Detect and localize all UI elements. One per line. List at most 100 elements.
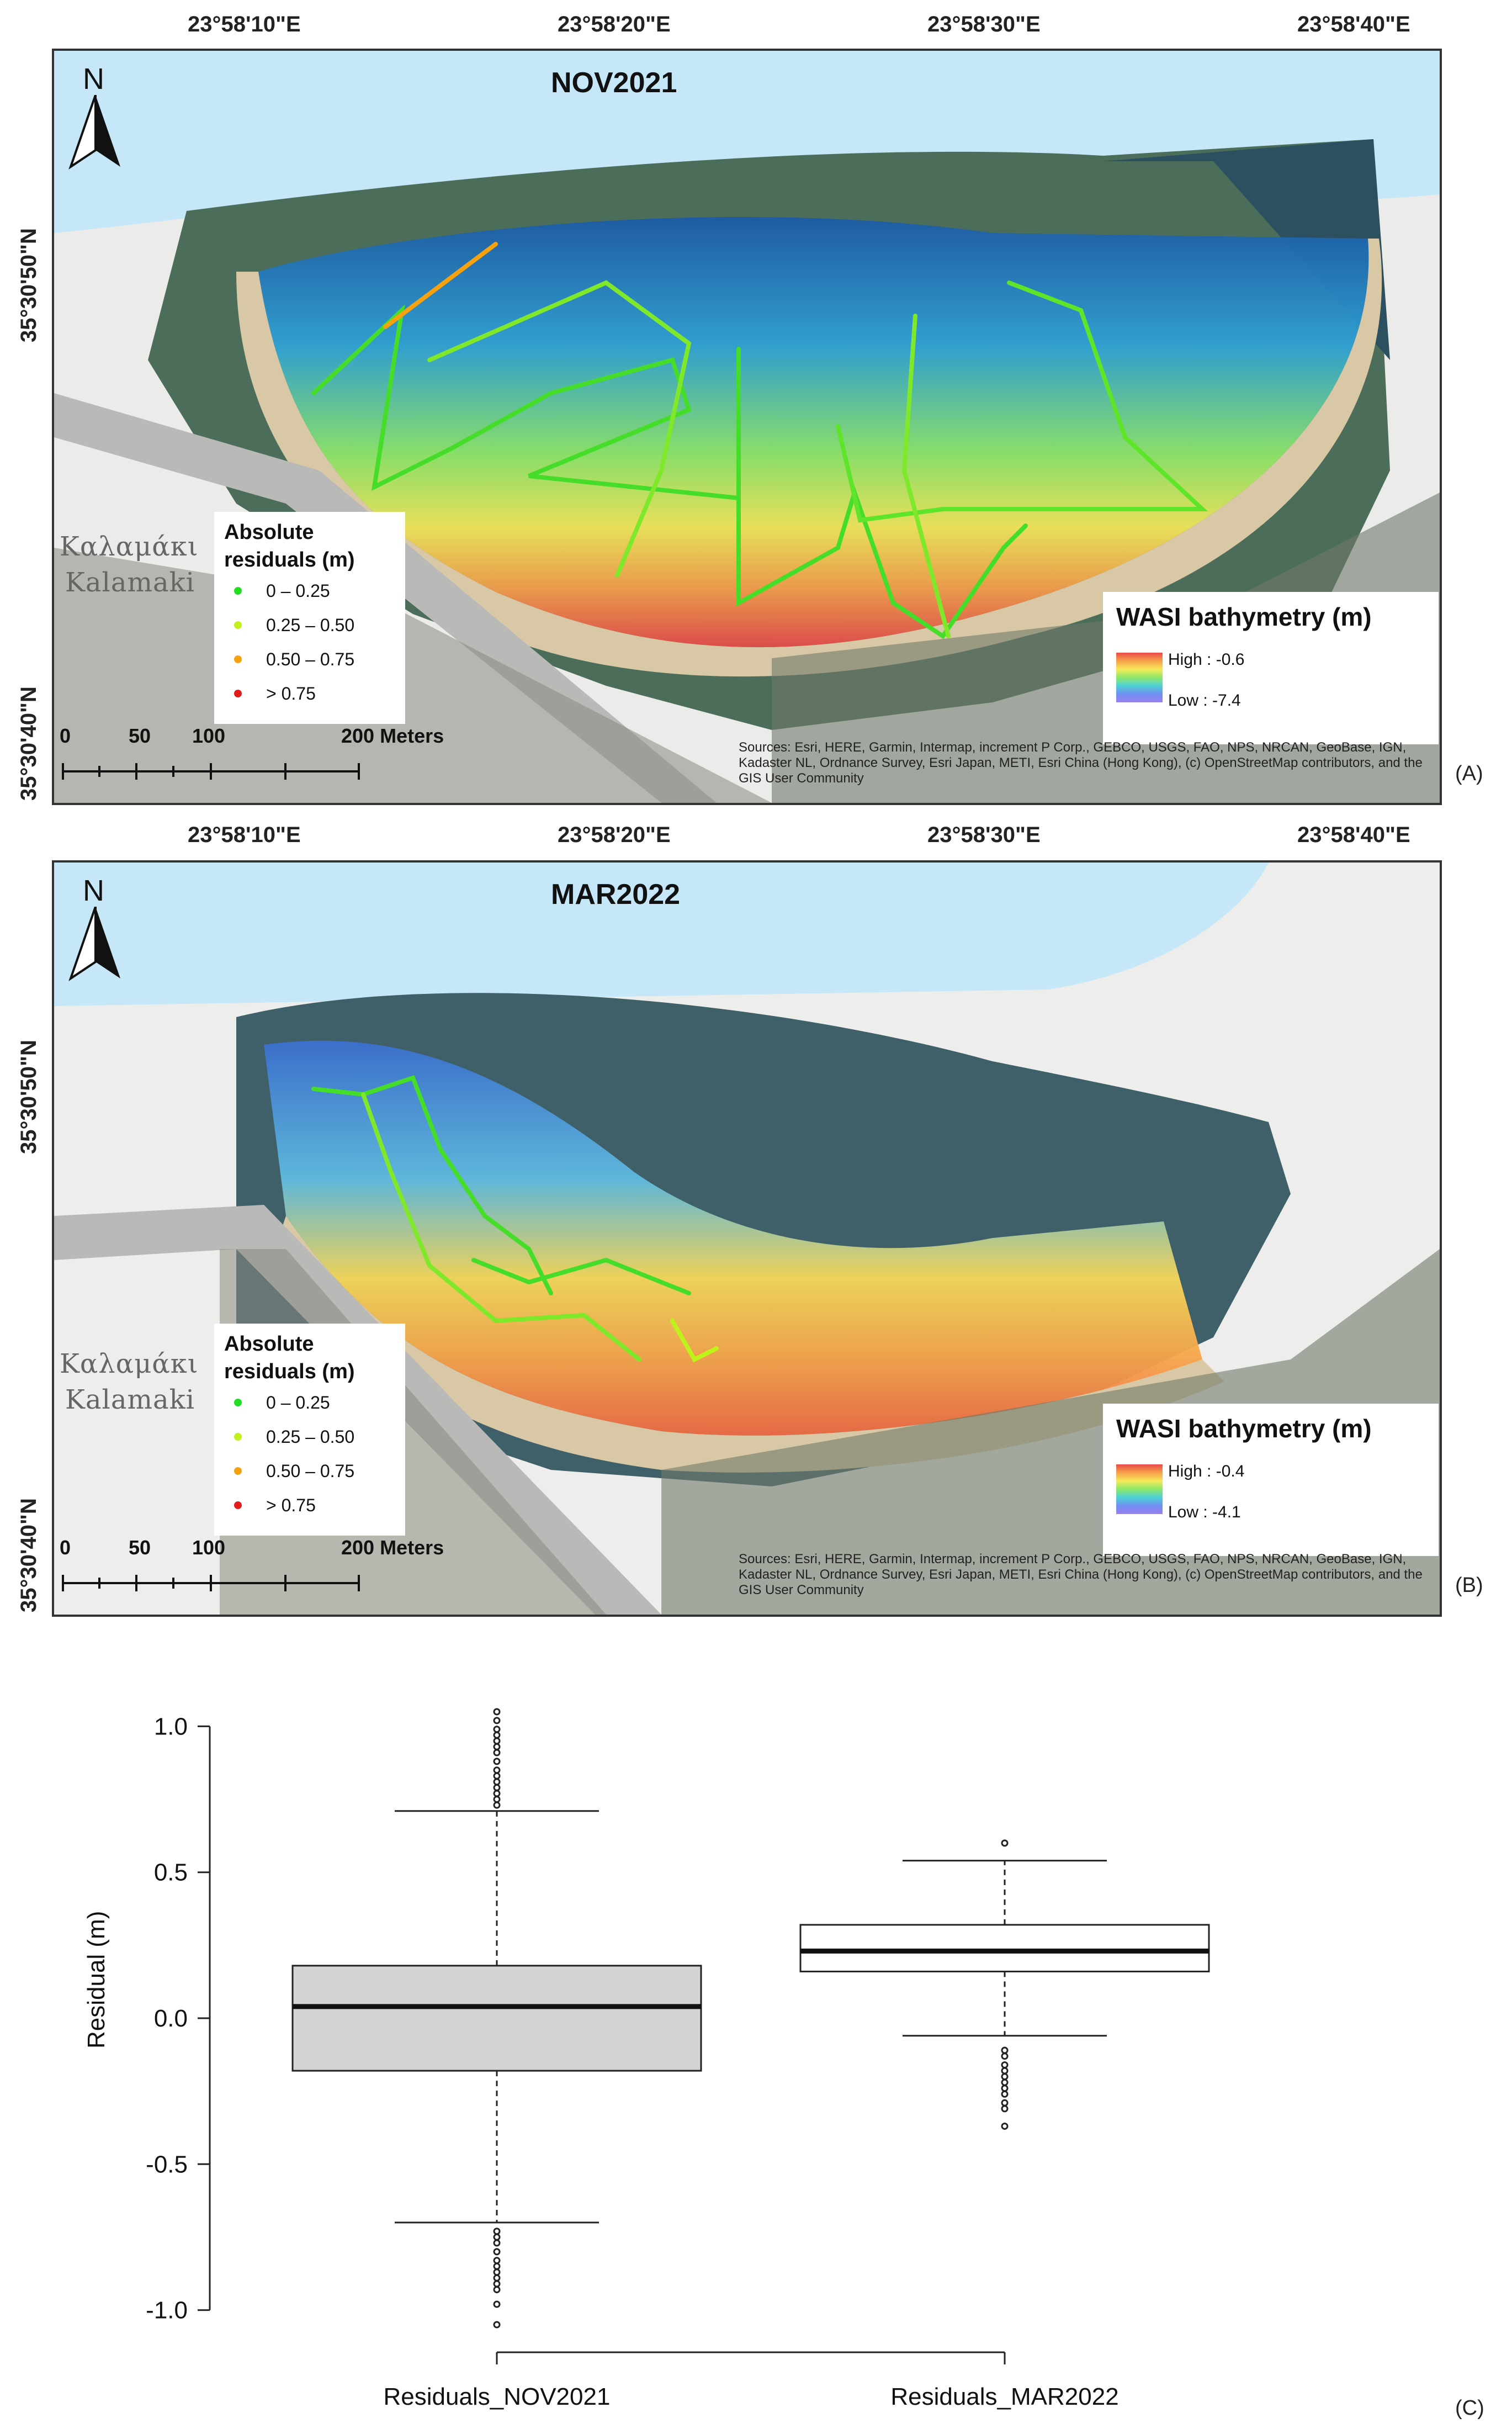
lat-label: 35°30'50"N — [17, 1040, 41, 1154]
legend-dot — [234, 690, 242, 697]
legend-item: 0.25 – 0.50 — [224, 1420, 395, 1454]
outlier-point — [493, 2321, 501, 2329]
y-tick-label: -1.0 — [146, 2297, 188, 2324]
y-tick-label: 0.5 — [154, 1859, 188, 1886]
place-name-greek: Καλαμάκι — [60, 531, 199, 562]
north-arrow-icon — [68, 95, 120, 170]
scale-bar-line — [62, 1575, 360, 1591]
outlier-point — [493, 1796, 501, 1803]
legend-item: 0.25 – 0.50 — [224, 608, 395, 642]
map-sources-attribution: Sources: Esri, HERE, Garmin, Intermap, i… — [739, 1552, 1423, 1597]
legend-item: 0.50 – 0.75 — [224, 642, 395, 676]
outlier-point — [493, 2227, 501, 2235]
north-arrow-label: N — [83, 62, 104, 96]
map-sources-attribution: Sources: Esri, HERE, Garmin, Intermap, i… — [739, 740, 1423, 786]
place-name-greek: Καλαμάκι — [60, 1348, 199, 1379]
bathymetry-legend-title: WASI bathymetry (m) — [1116, 1414, 1372, 1443]
outlier-point — [1001, 2105, 1009, 2113]
map-title: MAR2022 — [551, 879, 681, 911]
outlier-point — [1001, 2061, 1009, 2069]
lon-label: 23°58'10"E — [188, 12, 301, 36]
legend-dot — [234, 1399, 242, 1406]
legend-dot — [234, 655, 242, 663]
y-axis-label: Residual (m) — [83, 1911, 110, 2049]
scale-label: 50 — [129, 1536, 151, 1559]
outlier-point — [493, 2280, 501, 2288]
outlier-point — [1001, 2123, 1009, 2130]
outlier-point — [493, 2286, 501, 2294]
outlier-point — [493, 1772, 501, 1780]
scale-label: 100 — [192, 1536, 226, 1559]
iqr-box — [799, 1924, 1210, 1972]
outlier-point — [1001, 2046, 1009, 2054]
outlier-point — [493, 2248, 501, 2256]
legend-dot — [234, 1467, 242, 1475]
y-tick-label: 0.0 — [154, 2005, 188, 2032]
scale-label: 0 — [60, 724, 71, 747]
scale-bar: 0 50 100 200 Meters — [54, 724, 496, 791]
lat-label: 35°30'40"N — [17, 686, 41, 801]
outlier-point — [1001, 2084, 1009, 2092]
panel-letter-c: (C) — [1455, 2396, 1484, 2420]
residual-tracks-a — [311, 242, 1208, 639]
place-name-latin: Kalamaki — [65, 567, 195, 598]
legend-dot — [234, 587, 242, 595]
legend-item: > 0.75 — [224, 1488, 395, 1522]
scale-label: 0 — [60, 1536, 71, 1559]
legend-title-line1: Absolute — [224, 1332, 314, 1356]
bathymetry-low-label: Low : -4.1 — [1168, 1503, 1241, 1521]
wasi-bathymetry-raster — [258, 217, 1369, 648]
outlier-point — [493, 1743, 501, 1750]
outlier-point — [493, 2239, 501, 2247]
outlier-point — [1001, 2090, 1009, 2098]
outlier-point — [493, 2262, 501, 2270]
x-tick-label: Residuals_MAR2022 — [890, 2383, 1118, 2410]
scale-label: 200 Meters — [341, 1536, 444, 1559]
legend-title-line2: residuals (m) — [224, 548, 355, 572]
bathymetry-legend: WASI bathymetry (m) High : -0.6 Low : -7… — [1103, 592, 1439, 744]
outlier-point — [1001, 2052, 1009, 2060]
legend-label: 0.25 – 0.50 — [266, 1426, 355, 1447]
orthophoto-deep — [1103, 139, 1390, 360]
y-tick-label: 1.0 — [154, 1713, 188, 1740]
outlier-point — [493, 2300, 501, 2308]
bathymetry-legend: WASI bathymetry (m) High : -0.4 Low : -4… — [1103, 1404, 1439, 1556]
map-panel-b: MAR2022 N Absolute residuals (m) 0 – 0.2… — [52, 860, 1442, 1617]
lon-label: 23°58'30"E — [927, 12, 1041, 36]
outlier-point — [1001, 2099, 1009, 2107]
residual-boxplot: -1.0 -0.5 0.0 0.5 1.0 Residuals_NOV2021 Residu… — [146, 1708, 1210, 2410]
legend-dot — [234, 1501, 242, 1509]
outlier-point — [493, 2257, 501, 2264]
outlier-point — [1001, 2078, 1009, 2086]
bathymetry-high-label: High : -0.6 — [1168, 650, 1245, 669]
map-title: NOV2021 — [551, 67, 677, 99]
outlier-point — [493, 1790, 501, 1797]
north-arrow: N — [65, 874, 126, 981]
outlier-point — [493, 2274, 501, 2282]
outlier-point — [493, 1731, 501, 1739]
legend-dot — [234, 1433, 242, 1441]
bathymetry-high-label: High : -0.4 — [1168, 1462, 1245, 1480]
legend-label: 0.25 – 0.50 — [266, 615, 355, 635]
panel-letter-a: (A) — [1455, 762, 1483, 785]
y-tick-label: -0.5 — [146, 2151, 188, 2178]
lon-label: 23°58'10"E — [188, 823, 301, 847]
outlier-point — [493, 1726, 501, 1733]
outlier-point — [493, 1784, 501, 1791]
sea-area — [54, 863, 1269, 1006]
wasi-bathymetry-raster — [264, 1040, 1202, 1436]
lon-label: 23°58'40"E — [1297, 823, 1410, 847]
map-panel-a: NOV2021 N Absolute residuals (m) 0 – 0.2… — [52, 49, 1442, 805]
lat-label: 35°30'50"N — [17, 228, 41, 342]
x-tick-label: Residuals_NOV2021 — [384, 2383, 611, 2410]
legend-item: > 0.75 — [224, 676, 395, 711]
iqr-box — [291, 1965, 702, 2072]
scale-bar-line — [62, 763, 360, 780]
legend-label: > 0.75 — [266, 1495, 316, 1515]
scale-label: 50 — [129, 724, 151, 747]
scale-label: 200 Meters — [341, 724, 444, 747]
outlier-point — [493, 1778, 501, 1786]
lon-label: 23°58'30"E — [927, 823, 1041, 847]
legend-title-line1: Absolute — [224, 521, 314, 544]
lat-label: 35°30'40"N — [17, 1498, 41, 1612]
